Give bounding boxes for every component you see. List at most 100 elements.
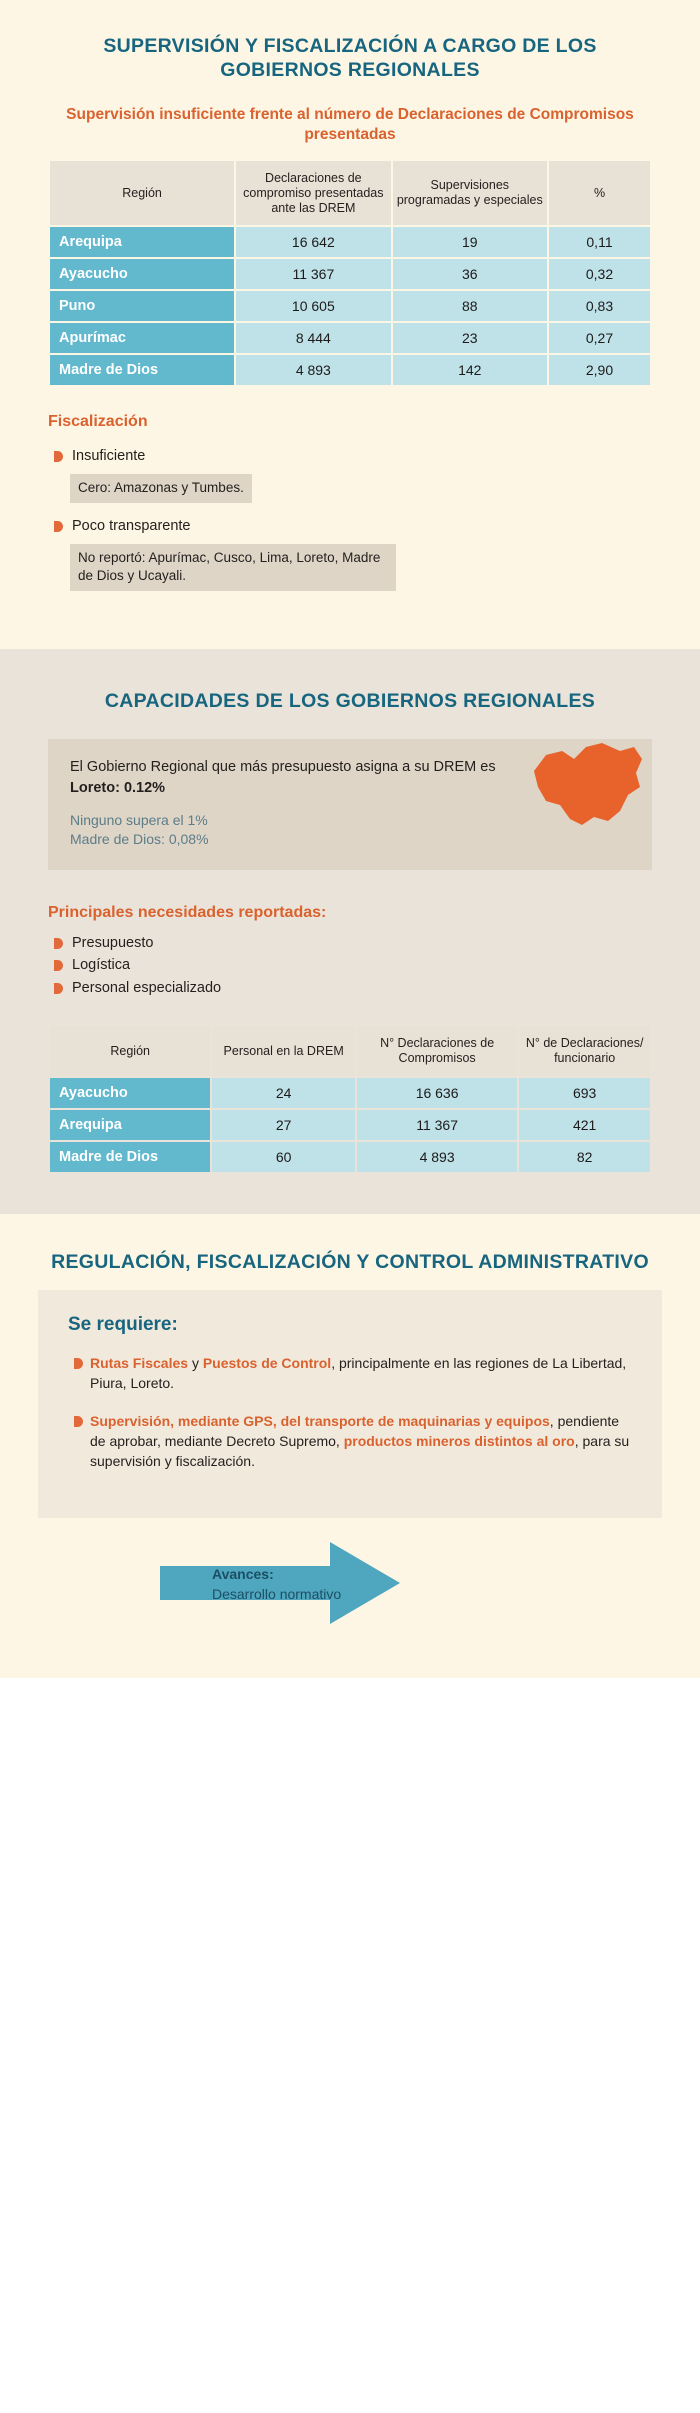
cell-declaraciones: 10 605 — [236, 291, 391, 322]
table-row: Madre de Dios 60 4 893 82 — [50, 1141, 650, 1172]
capacidades-table: Región Personal en la DREM N° Declaracio… — [48, 1024, 652, 1174]
cell-supervisiones: 23 — [392, 323, 547, 354]
list-item: Personal especializado — [48, 979, 652, 999]
supervision-table: Región Declaraciones de compromiso prese… — [48, 159, 652, 387]
list-item: Presupuesto — [48, 934, 652, 954]
table-row: Madre de Dios 4 893 142 2,90 — [50, 355, 650, 386]
cell-personal: 60 — [212, 1141, 355, 1172]
list-item: Supervisión, mediante GPS, del transport… — [68, 1412, 632, 1472]
cell-region: Arequipa — [50, 1109, 211, 1140]
cell-region: Ayacucho — [50, 259, 235, 290]
section-capacidades: CAPACIDADES DE LOS GOBIERNOS REGIONALES … — [0, 649, 700, 1214]
req-plain: , para su supervisión y fiscalización. — [90, 1432, 630, 1469]
fiscalizacion-list-2: Poco transparente — [48, 517, 652, 537]
req-highlight: productos mineros distintos al oro — [343, 1432, 575, 1449]
fiscalizacion-item-label: Poco transparente — [72, 518, 191, 535]
cell-personal: 24 — [212, 1077, 355, 1108]
table-header-row: Región Personal en la DREM N° Declaracio… — [50, 1026, 650, 1076]
section1-subtitle: Supervisión insuficiente frente al númer… — [66, 105, 634, 143]
fiscalizacion-item-label: Insuficiente — [72, 448, 146, 465]
capacidades-statement-strong: Loreto: 0.12% — [70, 780, 166, 797]
cell-percent: 0,83 — [549, 291, 650, 322]
th-declaraciones: N° Declaraciones de Compromisos — [356, 1026, 518, 1076]
req-plain: , principalmente en las regiones de La L… — [90, 1355, 627, 1392]
requirements-title: Se requiere: — [68, 1314, 178, 1336]
arrow-shape-icon — [160, 1541, 400, 1624]
table-row: Puno 10 605 88 0,83 — [50, 291, 650, 322]
req-highlight: Rutas Fiscales — [90, 1355, 189, 1372]
bullet-icon — [54, 521, 63, 533]
cell-region: Ayacucho — [50, 1077, 211, 1108]
section-supervision: SUPERVISIÓN Y FISCALIZACIÓN A CARGO DE L… — [0, 0, 700, 650]
peru-map-icon — [516, 725, 646, 845]
req-plain: y — [188, 1355, 203, 1372]
cell-supervisiones: 36 — [392, 259, 547, 290]
cell-declaraciones: 8 444 — [236, 323, 391, 354]
bullet-icon — [74, 1416, 83, 1428]
cell-percent: 0,27 — [549, 323, 650, 354]
need-label: Personal especializado — [72, 979, 222, 996]
bullet-icon — [74, 1358, 83, 1370]
bullet-icon — [54, 982, 63, 994]
fiscalizacion-list: Insuficiente — [48, 447, 652, 467]
cell-supervisiones: 142 — [392, 355, 547, 386]
capacidades-note-1: Ninguno supera el 1% — [70, 811, 208, 828]
cell-declaraciones: 11 367 — [236, 259, 391, 290]
th-percent: % — [549, 161, 650, 226]
cell-percent: 0,32 — [549, 259, 650, 290]
cell-personal: 27 — [212, 1109, 355, 1140]
bullet-icon — [54, 451, 63, 463]
avances-value: Desarrollo normativo — [212, 1586, 342, 1603]
cell-ratio: 421 — [519, 1109, 650, 1140]
th-ratio: N° de Declaraciones/ funcionario — [519, 1026, 650, 1076]
fiscalizacion-heading: Fiscalización — [48, 413, 148, 431]
table-row: Arequipa 27 11 367 421 — [50, 1109, 650, 1140]
capacidades-statement-pre: El Gobierno Regional que más presupuesto… — [70, 759, 496, 776]
list-item: Rutas Fiscales y Puestos de Control, pri… — [68, 1354, 632, 1394]
th-declaraciones: Declaraciones de compromiso presentadas … — [236, 161, 391, 226]
table-row: Arequipa 16 642 19 0,11 — [50, 227, 650, 258]
list-item: Insuficiente — [48, 447, 652, 467]
section2-title: CAPACIDADES DE LOS GOBIERNOS REGIONALES — [104, 690, 596, 713]
req-plain: , pendiente de aprobar, mediante Decreto… — [90, 1413, 620, 1449]
cell-percent: 0,11 — [549, 227, 650, 258]
cell-ratio: 82 — [519, 1141, 650, 1172]
list-item: Logística — [48, 956, 652, 976]
list-item: Poco transparente — [48, 517, 652, 537]
avances-text: Avances: Desarrollo normativo — [212, 1564, 341, 1605]
needs-list: Presupuesto Logística Personal especiali… — [48, 934, 652, 999]
needs-heading: Principales necesidades reportadas: — [48, 903, 327, 921]
req-highlight: Puestos de Control — [202, 1355, 332, 1372]
need-label: Presupuesto — [72, 934, 154, 951]
cell-region: Arequipa — [50, 227, 235, 258]
table-row: Ayacucho 11 367 36 0,32 — [50, 259, 650, 290]
table-row: Ayacucho 24 16 636 693 — [50, 1077, 650, 1108]
cell-declaraciones: 16 642 — [236, 227, 391, 258]
bullet-icon — [54, 960, 63, 972]
cell-region: Madre de Dios — [50, 355, 235, 386]
capacidades-card: El Gobierno Regional que más presupuesto… — [48, 739, 652, 870]
fiscalizacion-note-2: No reportó: Apurímac, Cusco, Lima, Loret… — [70, 543, 396, 592]
cell-supervisiones: 88 — [392, 291, 547, 322]
th-region: Región — [50, 161, 235, 226]
capacidades-statement: El Gobierno Regional que más presupuesto… — [70, 757, 502, 798]
th-region: Región — [50, 1026, 211, 1076]
req-highlight: Supervisión, mediante GPS, del transport… — [90, 1413, 550, 1430]
bullet-icon — [54, 937, 63, 949]
cell-region: Apurímac — [50, 323, 235, 354]
requirements-card: Se requiere: Rutas Fiscales y Puestos de… — [38, 1290, 662, 1518]
cell-declaraciones: 4 893 — [356, 1141, 518, 1172]
need-label: Logística — [72, 957, 131, 974]
cell-ratio: 693 — [519, 1077, 650, 1108]
section3-title: REGULACIÓN, FISCALIZACIÓN Y CONTROL ADMI… — [51, 1250, 649, 1273]
th-supervisiones: Supervisiones programadas y especiales — [392, 161, 547, 226]
table-header-row: Región Declaraciones de compromiso prese… — [50, 161, 650, 226]
cell-declaraciones: 16 636 — [356, 1077, 518, 1108]
cell-supervisiones: 19 — [392, 227, 547, 258]
avances-arrow: Avances: Desarrollo normativo — [0, 1528, 700, 1638]
infographic-page: SUPERVISIÓN Y FISCALIZACIÓN A CARGO DE L… — [0, 0, 700, 1678]
table-row: Apurímac 8 444 23 0,27 — [50, 323, 650, 354]
fiscalizacion-note: Cero: Amazonas y Tumbes. — [70, 473, 252, 504]
cell-region: Madre de Dios — [50, 1141, 211, 1172]
cell-declaraciones: 11 367 — [356, 1109, 518, 1140]
